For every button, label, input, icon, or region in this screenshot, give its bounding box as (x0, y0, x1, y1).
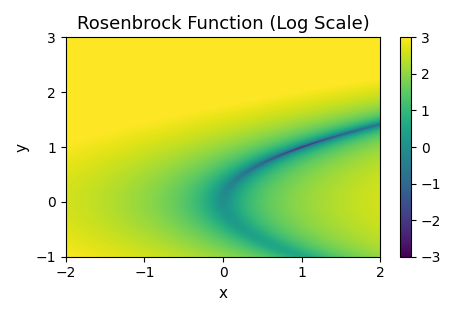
Y-axis label: y: y (15, 143, 30, 152)
X-axis label: x: x (219, 286, 228, 301)
Title: Rosenbrock Function (Log Scale): Rosenbrock Function (Log Scale) (77, 15, 369, 33)
